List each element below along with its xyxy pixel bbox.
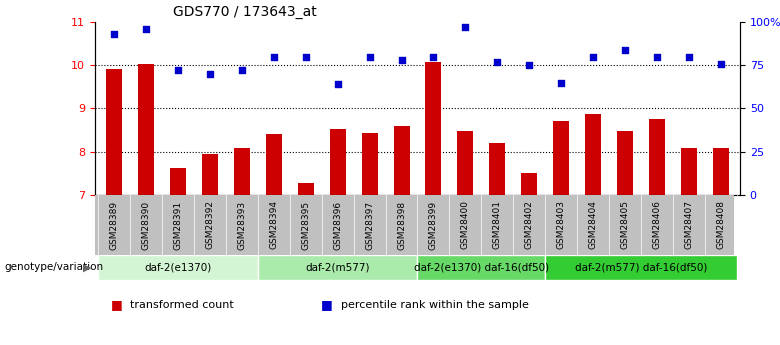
Point: [108, 31, 120, 37]
Text: GSM28396: GSM28396: [333, 200, 342, 249]
Text: GSM28408: GSM28408: [716, 200, 725, 249]
Text: GSM28395: GSM28395: [301, 200, 310, 249]
Text: transformed count: transformed count: [130, 300, 234, 310]
Bar: [394, 126, 410, 195]
Point: [491, 59, 504, 65]
Bar: [258, 255, 417, 280]
Point: [172, 68, 184, 73]
Bar: [489, 143, 505, 195]
Text: GSM28397: GSM28397: [365, 200, 374, 249]
Bar: [138, 65, 154, 195]
Point: [204, 71, 216, 77]
Bar: [234, 148, 250, 195]
Point: [587, 54, 599, 59]
Bar: [713, 148, 729, 195]
Bar: [202, 154, 218, 195]
Bar: [521, 174, 537, 195]
Text: daf-2(e1370) daf-16(df50): daf-2(e1370) daf-16(df50): [414, 263, 549, 273]
Bar: [649, 119, 665, 195]
Text: ▶: ▶: [83, 263, 92, 273]
Point: [363, 54, 376, 59]
Point: [268, 54, 280, 59]
Text: GSM28389: GSM28389: [110, 200, 119, 249]
Text: GSM28399: GSM28399: [429, 200, 438, 249]
Text: ■: ■: [111, 298, 122, 312]
Point: [459, 24, 472, 30]
Point: [140, 26, 152, 32]
Bar: [330, 129, 346, 195]
Bar: [457, 131, 473, 195]
Bar: [585, 114, 601, 195]
Text: GSM28394: GSM28394: [269, 200, 278, 249]
Point: [300, 54, 312, 59]
Text: GSM28406: GSM28406: [653, 200, 661, 249]
Point: [523, 62, 536, 68]
Point: [555, 80, 567, 85]
Bar: [617, 131, 633, 195]
Text: GSM28403: GSM28403: [557, 200, 566, 249]
Point: [651, 54, 663, 59]
Bar: [553, 121, 569, 195]
Text: GSM28405: GSM28405: [621, 200, 629, 249]
Text: daf-2(e1370): daf-2(e1370): [144, 263, 211, 273]
Text: GSM28390: GSM28390: [142, 200, 151, 249]
Bar: [545, 255, 737, 280]
Point: [236, 68, 248, 73]
Bar: [417, 255, 545, 280]
Text: GSM28391: GSM28391: [173, 200, 183, 249]
Point: [714, 61, 727, 66]
Point: [619, 47, 631, 52]
Text: GSM28402: GSM28402: [525, 200, 534, 249]
Text: daf-2(m577) daf-16(df50): daf-2(m577) daf-16(df50): [575, 263, 707, 273]
Bar: [425, 62, 441, 195]
Point: [332, 81, 344, 87]
Text: GSM28407: GSM28407: [684, 200, 693, 249]
Bar: [362, 133, 378, 195]
Text: GSM28401: GSM28401: [493, 200, 502, 249]
Text: GSM28393: GSM28393: [237, 200, 246, 249]
Bar: [170, 168, 186, 195]
Bar: [298, 183, 314, 195]
Text: percentile rank within the sample: percentile rank within the sample: [341, 300, 529, 310]
Text: daf-2(m577): daf-2(m577): [306, 263, 370, 273]
Point: [427, 54, 440, 59]
Bar: [266, 134, 282, 195]
Text: GSM28392: GSM28392: [205, 200, 215, 249]
Text: GDS770 / 173643_at: GDS770 / 173643_at: [173, 4, 317, 19]
Point: [395, 57, 408, 63]
Bar: [98, 255, 258, 280]
Point: [682, 54, 695, 59]
Text: GSM28400: GSM28400: [461, 200, 470, 249]
Bar: [681, 148, 697, 195]
Text: GSM28398: GSM28398: [397, 200, 406, 249]
Text: genotype/variation: genotype/variation: [4, 263, 103, 273]
Text: GSM28404: GSM28404: [589, 200, 597, 249]
Bar: [106, 69, 122, 195]
Text: ■: ■: [321, 298, 333, 312]
